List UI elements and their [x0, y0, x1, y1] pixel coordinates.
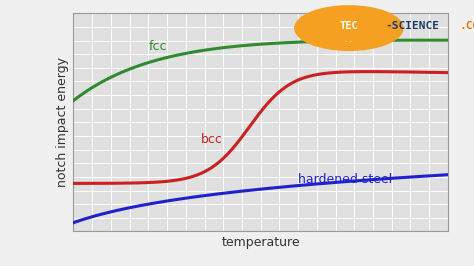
Circle shape: [295, 6, 403, 50]
Text: -SCIENCE: -SCIENCE: [386, 21, 440, 31]
Text: - -: - -: [345, 38, 353, 44]
Text: fcc: fcc: [148, 40, 167, 52]
Text: .COM: .COM: [460, 21, 474, 31]
Text: hardened steel: hardened steel: [298, 173, 392, 186]
Y-axis label: notch impact energy: notch impact energy: [56, 57, 69, 187]
X-axis label: temperature: temperature: [221, 236, 300, 249]
Text: bcc: bcc: [201, 133, 223, 146]
Text: TEC: TEC: [339, 21, 358, 31]
